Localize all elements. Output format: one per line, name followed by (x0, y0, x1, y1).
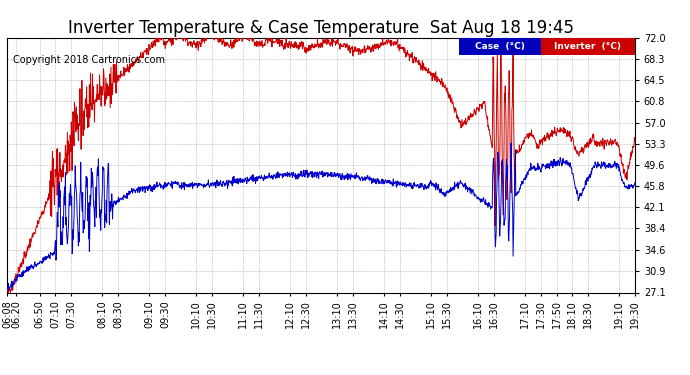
Text: Case  (°C): Case (°C) (475, 42, 524, 51)
FancyBboxPatch shape (541, 38, 635, 56)
FancyBboxPatch shape (459, 38, 541, 56)
Text: Copyright 2018 Cartronics.com: Copyright 2018 Cartronics.com (13, 56, 165, 65)
Text: Inverter  (°C): Inverter (°C) (554, 42, 621, 51)
Title: Inverter Temperature & Case Temperature  Sat Aug 18 19:45: Inverter Temperature & Case Temperature … (68, 20, 574, 38)
